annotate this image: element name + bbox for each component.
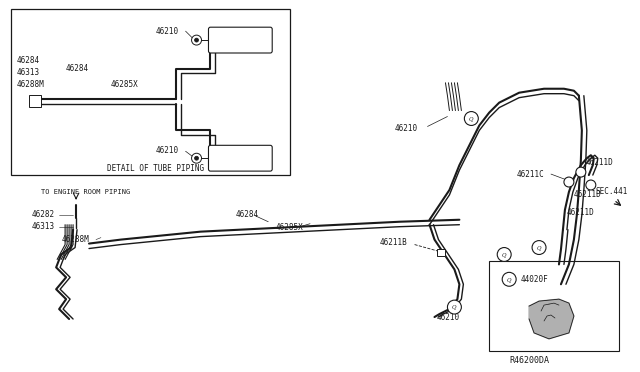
Circle shape	[586, 180, 596, 190]
Text: 46211D: 46211D	[574, 190, 602, 199]
Circle shape	[502, 272, 516, 286]
Text: 46210: 46210	[156, 146, 179, 155]
Text: Q: Q	[469, 116, 474, 121]
Text: 46211C: 46211C	[516, 170, 544, 179]
Text: 46284: 46284	[17, 57, 40, 65]
Text: 46288M: 46288M	[61, 235, 89, 244]
Text: TO ENGINE ROOM PIPING: TO ENGINE ROOM PIPING	[41, 189, 131, 195]
Bar	[12, 9, 290, 175]
Text: 46288M: 46288M	[17, 80, 44, 89]
Text: 46210: 46210	[395, 124, 418, 133]
Circle shape	[191, 35, 202, 45]
Text: Q: Q	[507, 277, 511, 282]
Text: 46282: 46282	[31, 210, 54, 219]
Text: 46313: 46313	[31, 222, 54, 231]
Text: 46211D: 46211D	[567, 208, 595, 217]
Text: 46313: 46313	[17, 68, 40, 77]
Text: 46211B: 46211B	[380, 238, 408, 247]
Text: 46210: 46210	[436, 312, 460, 321]
Circle shape	[447, 300, 461, 314]
Bar	[29, 95, 41, 107]
Circle shape	[576, 167, 586, 177]
Text: SEC.441: SEC.441	[596, 187, 628, 196]
Circle shape	[191, 153, 202, 163]
Circle shape	[465, 112, 478, 125]
Text: R46200DA: R46200DA	[509, 356, 549, 365]
FancyBboxPatch shape	[209, 27, 272, 53]
Circle shape	[564, 177, 574, 187]
Polygon shape	[529, 299, 574, 339]
Text: Q: Q	[502, 252, 506, 257]
Text: 46285X: 46285X	[275, 223, 303, 232]
Text: 46285X: 46285X	[111, 80, 139, 89]
Text: 44020F: 44020F	[521, 275, 549, 284]
Text: 46210: 46210	[156, 27, 179, 36]
Text: 46211D: 46211D	[586, 158, 614, 167]
Bar	[489, 262, 619, 351]
Circle shape	[195, 156, 198, 160]
Text: Q: Q	[537, 245, 541, 250]
FancyBboxPatch shape	[209, 145, 272, 171]
Text: 46284: 46284	[66, 64, 89, 73]
Bar	[438, 248, 445, 256]
Text: 46284: 46284	[236, 210, 259, 219]
Circle shape	[532, 241, 546, 254]
Circle shape	[195, 38, 198, 42]
Text: DETAIL OF TUBE PIPING: DETAIL OF TUBE PIPING	[107, 164, 204, 173]
Circle shape	[497, 247, 511, 262]
Text: Q: Q	[452, 305, 457, 310]
